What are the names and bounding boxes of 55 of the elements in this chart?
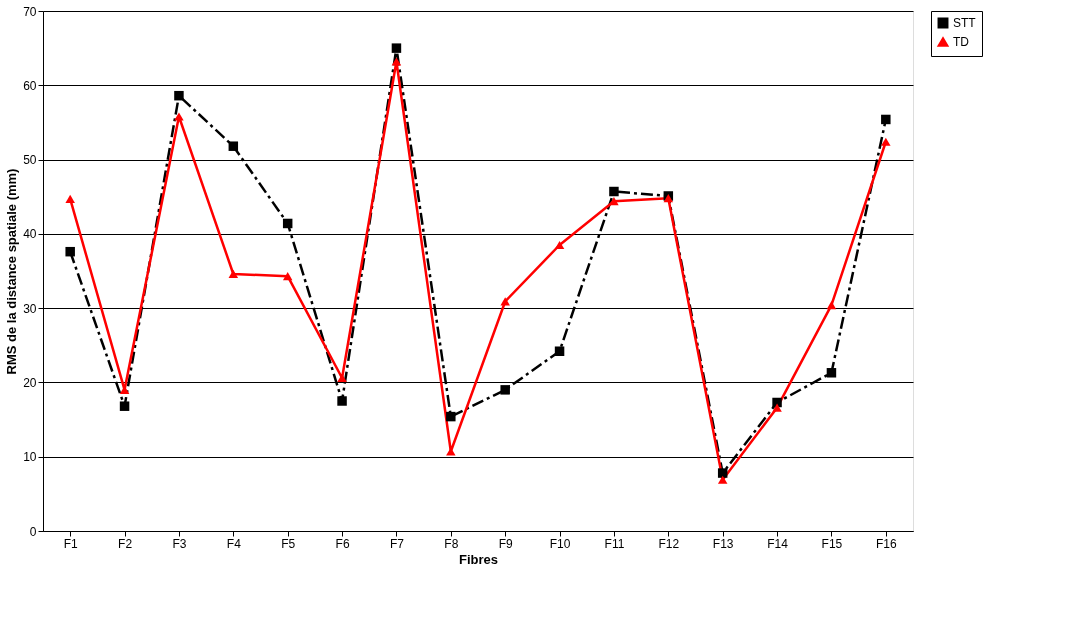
point (717, 468, 728, 478)
x-tick-label: F6 (335, 536, 350, 551)
point (391, 57, 402, 66)
x-tick-label: F3 (172, 536, 187, 551)
point (228, 269, 239, 279)
point (337, 396, 347, 406)
x-tick-label: F14 (767, 536, 789, 551)
x-axis-title: Fibres (458, 551, 499, 567)
x-tick-label: F15 (821, 536, 843, 551)
y-tick-label: 30 (23, 301, 37, 316)
legend-label: TD (953, 35, 970, 49)
x-tick-label: F8 (444, 536, 459, 551)
point (717, 475, 728, 484)
point (119, 401, 130, 411)
x-tick-label: F5 (281, 536, 296, 551)
point (500, 297, 510, 306)
point (826, 368, 837, 378)
point (65, 194, 75, 204)
y-tick-label: 60 (23, 78, 37, 93)
y-tick-label: 70 (23, 4, 37, 19)
y-tick-label: 10 (23, 450, 37, 465)
point (174, 90, 184, 101)
point (609, 186, 619, 197)
x-tick-label: F7 (389, 536, 405, 551)
x-tick-label: F11 (604, 536, 625, 551)
legend-label: STT (953, 16, 977, 30)
x-tick-label: F2 (118, 536, 133, 551)
x-tick-label: F13 (712, 536, 734, 551)
x-tick-label: F4 (226, 536, 242, 551)
y-tick-label: 50 (23, 153, 37, 168)
point (500, 385, 510, 395)
x-tick-label: F16 (875, 536, 897, 551)
point (772, 403, 782, 412)
y-axis-title: RMS de la distance spatiale (mm) (4, 168, 20, 375)
point (881, 114, 891, 125)
point (391, 43, 402, 53)
point (881, 137, 891, 146)
point (282, 272, 293, 281)
y-tick-label: 20 (23, 375, 37, 390)
point (228, 141, 239, 151)
point (826, 301, 837, 310)
point (554, 240, 565, 250)
x-tick-label: F1 (63, 536, 79, 551)
x-tick-label: F12 (658, 536, 680, 551)
point (609, 197, 619, 206)
x-tick-label: F10 (549, 536, 571, 551)
x-tick-label: F9 (498, 536, 514, 551)
point (554, 346, 565, 356)
point (65, 246, 75, 257)
y-tick-label: 0 (29, 524, 37, 539)
point (446, 411, 456, 422)
point (174, 112, 184, 121)
point (282, 218, 293, 229)
y-tick-label: 40 (23, 227, 37, 242)
point (772, 397, 782, 408)
